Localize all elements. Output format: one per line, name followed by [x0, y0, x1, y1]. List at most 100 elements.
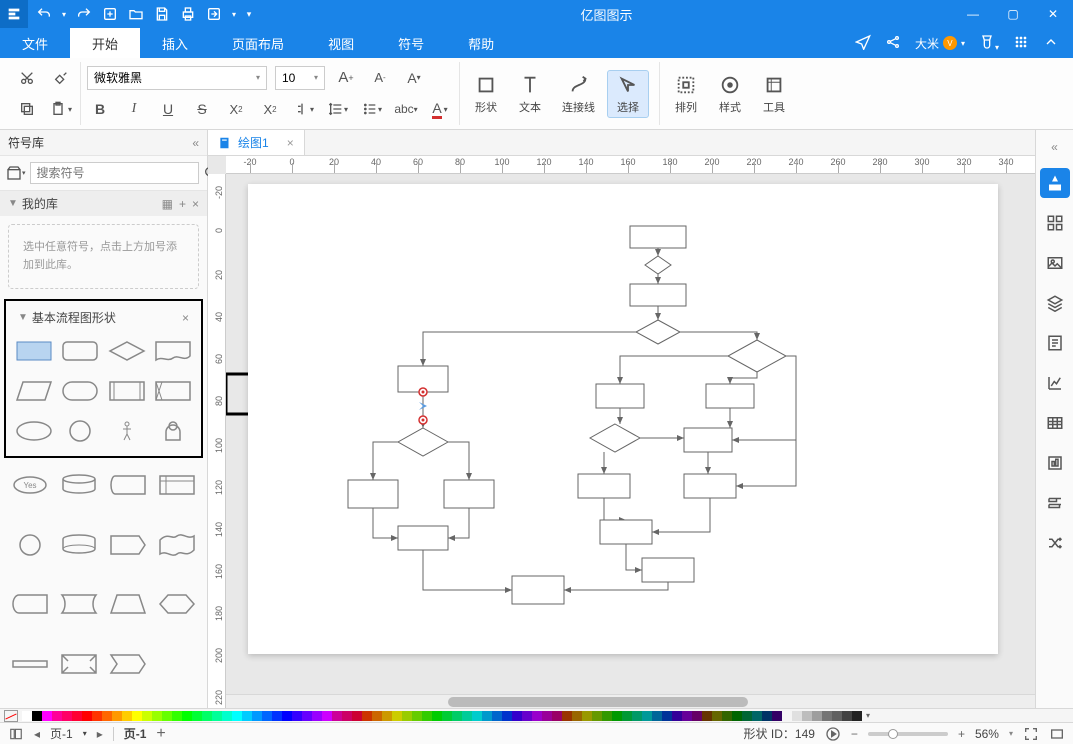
color-swatch[interactable] — [362, 711, 372, 721]
color-swatch[interactable] — [672, 711, 682, 721]
mylib-close-icon[interactable]: × — [192, 197, 199, 211]
color-swatch[interactable] — [762, 711, 772, 721]
minimize-button[interactable]: — — [953, 0, 993, 28]
color-swatch[interactable] — [262, 711, 272, 721]
color-swatch[interactable] — [482, 711, 492, 721]
shape-stencil[interactable] — [107, 468, 150, 502]
shape-stencil[interactable] — [107, 414, 147, 448]
data-panel-button[interactable] — [1040, 448, 1070, 478]
menu-tab-2[interactable]: 插入 — [140, 28, 210, 58]
shape-stencil[interactable] — [57, 587, 100, 621]
color-swatch[interactable] — [822, 711, 832, 721]
mylib-add-icon[interactable]: + — [179, 197, 186, 211]
color-swatch[interactable] — [62, 711, 72, 721]
color-swatch[interactable] — [842, 711, 852, 721]
image-panel-button[interactable] — [1040, 248, 1070, 278]
add-page-button[interactable]: + — [156, 725, 165, 743]
color-swatch[interactable] — [772, 711, 782, 721]
shape-stencil[interactable] — [156, 587, 199, 621]
font-family-combo[interactable]: 微软雅黑▾ — [87, 66, 267, 90]
color-swatch[interactable] — [782, 711, 792, 721]
ribbon-big-button-0[interactable]: 形状 — [466, 71, 506, 117]
layers-panel-button[interactable] — [1040, 288, 1070, 318]
save-button[interactable] — [150, 2, 174, 26]
shape-stencil[interactable] — [156, 528, 199, 562]
color-swatch[interactable] — [632, 711, 642, 721]
copy-button[interactable] — [14, 96, 40, 122]
color-swatch[interactable] — [432, 711, 442, 721]
clear-format-button[interactable]: A▾ — [401, 65, 427, 91]
color-swatch[interactable] — [92, 711, 102, 721]
shape-stencil[interactable] — [57, 468, 100, 502]
page-next-button[interactable]: ▸ — [97, 727, 103, 741]
color-swatch[interactable] — [322, 711, 332, 721]
color-swatch[interactable] — [52, 711, 62, 721]
chart-panel-button[interactable] — [1040, 368, 1070, 398]
basic-shapes-close-icon[interactable]: × — [182, 311, 189, 325]
color-swatch[interactable] — [712, 711, 722, 721]
bullet-list-button[interactable]: ▾ — [359, 96, 385, 122]
play-button[interactable] — [825, 726, 841, 742]
color-swatch[interactable] — [352, 711, 362, 721]
shape-stencil[interactable] — [60, 334, 100, 368]
color-swatch[interactable] — [602, 711, 612, 721]
color-swatch[interactable] — [22, 711, 32, 721]
color-swatch[interactable] — [182, 711, 192, 721]
color-swatch[interactable] — [462, 711, 472, 721]
cut-button[interactable] — [14, 65, 40, 91]
font-decrease-button[interactable]: A- — [367, 65, 393, 91]
fullscreen-button[interactable] — [1049, 726, 1065, 742]
color-swatch[interactable] — [552, 711, 562, 721]
document-tab-close[interactable]: × — [287, 136, 294, 150]
color-swatch[interactable] — [472, 711, 482, 721]
menu-tab-0[interactable]: 文件 — [0, 28, 70, 58]
strikethrough-button[interactable]: S — [189, 96, 215, 122]
shape-stencil[interactable] — [60, 414, 100, 448]
zoom-in-button[interactable]: + — [958, 727, 965, 741]
shape-stencil[interactable] — [153, 414, 193, 448]
canvas-page[interactable] — [248, 184, 998, 654]
color-swatch[interactable] — [342, 711, 352, 721]
color-swatch[interactable] — [272, 711, 282, 721]
shape-stencil[interactable] — [57, 528, 100, 562]
color-swatch[interactable] — [122, 711, 132, 721]
user-menu[interactable]: 大米 V ▾ — [915, 35, 965, 52]
menu-tab-4[interactable]: 视图 — [306, 28, 376, 58]
shape-stencil[interactable] — [107, 647, 150, 681]
color-swatch[interactable] — [722, 711, 732, 721]
color-swatch[interactable] — [222, 711, 232, 721]
format-painter-button[interactable] — [48, 65, 74, 91]
font-color-button[interactable]: A▾ — [427, 96, 453, 122]
bold-button[interactable]: B — [87, 96, 113, 122]
print-button[interactable] — [176, 2, 200, 26]
shape-stencil[interactable] — [14, 414, 54, 448]
shape-stencil[interactable]: Yes — [8, 468, 51, 502]
line-spacing-button[interactable]: ▾ — [325, 96, 351, 122]
shape-stencil[interactable] — [156, 468, 199, 502]
shape-stencil[interactable] — [60, 374, 100, 408]
color-swatch[interactable] — [572, 711, 582, 721]
shape-stencil[interactable] — [8, 528, 51, 562]
new-button[interactable] — [98, 2, 122, 26]
color-swatch[interactable] — [542, 711, 552, 721]
color-swatch[interactable] — [742, 711, 752, 721]
maximize-button[interactable]: ▢ — [993, 0, 1033, 28]
font-size-combo[interactable]: 10▾ — [275, 66, 325, 90]
no-color-swatch[interactable] — [4, 710, 18, 722]
color-swatch[interactable] — [502, 711, 512, 721]
color-swatch[interactable] — [232, 711, 242, 721]
undo-button[interactable] — [32, 2, 56, 26]
color-swatch[interactable] — [72, 711, 82, 721]
outline-panel-button[interactable] — [1040, 328, 1070, 358]
color-swatch[interactable] — [102, 711, 112, 721]
menu-tab-6[interactable]: 帮助 — [446, 28, 516, 58]
color-swatch[interactable] — [662, 711, 672, 721]
color-swatch[interactable] — [692, 711, 702, 721]
export-button[interactable] — [202, 2, 226, 26]
redo-button[interactable] — [72, 2, 96, 26]
templates-panel-button[interactable] — [1040, 208, 1070, 238]
color-swatch[interactable] — [332, 711, 342, 721]
ribbon-big-button-6[interactable]: 工具 — [754, 71, 794, 117]
color-swatch[interactable] — [162, 711, 172, 721]
apps-icon[interactable] — [1013, 34, 1029, 53]
